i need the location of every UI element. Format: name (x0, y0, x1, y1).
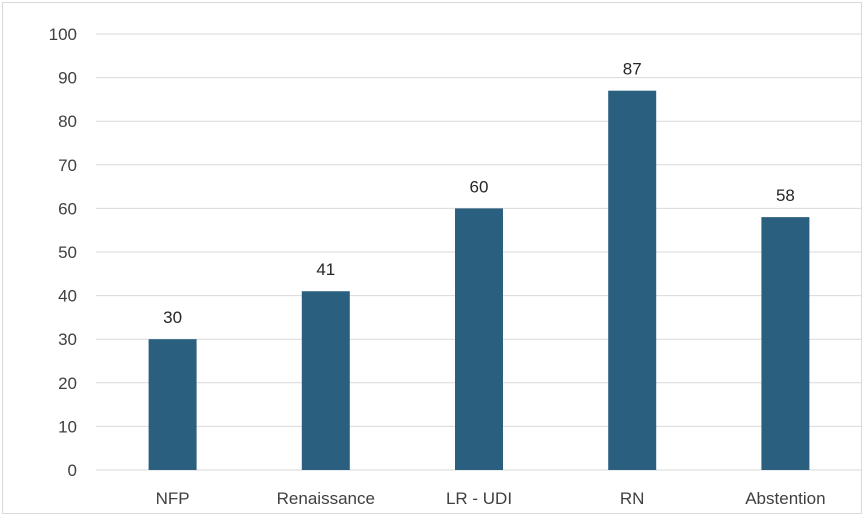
bars (148, 90, 810, 471)
y-tick-label: 30 (58, 330, 77, 349)
y-tick-label: 50 (58, 243, 77, 262)
bar-lr-udi (455, 208, 503, 470)
bar-renaissance (301, 291, 350, 470)
x-axis-category-labels: NFP Renaissance LR - UDI RN Abstention (156, 489, 826, 508)
y-tick-label: 40 (58, 287, 77, 306)
bar-abstention (761, 217, 810, 470)
bar-nfp (148, 339, 197, 470)
x-category-label: RN (620, 489, 645, 508)
bar-rn (608, 90, 657, 471)
y-tick-label: 10 (58, 417, 77, 436)
y-tick-label: 60 (58, 199, 77, 218)
gridlines (96, 33, 862, 471)
data-label: 30 (163, 308, 182, 327)
data-label: 60 (470, 177, 489, 196)
data-label: 58 (776, 186, 795, 205)
data-labels: 30 41 60 87 58 (163, 60, 795, 328)
x-category-label: NFP (156, 489, 190, 508)
data-label: 87 (623, 60, 642, 79)
y-tick-label: 70 (58, 156, 77, 175)
y-tick-label: 100 (49, 25, 77, 44)
y-tick-label: 0 (68, 461, 77, 480)
x-category-label: LR - UDI (446, 489, 512, 508)
data-label: 41 (316, 260, 335, 279)
x-category-label: Abstention (745, 489, 825, 508)
y-tick-label: 90 (58, 69, 77, 88)
y-tick-label: 20 (58, 374, 77, 393)
x-category-label: Renaissance (277, 489, 375, 508)
y-tick-label: 80 (58, 112, 77, 131)
y-axis-tick-labels: 0 10 20 30 40 50 60 70 80 90 100 (49, 25, 77, 480)
